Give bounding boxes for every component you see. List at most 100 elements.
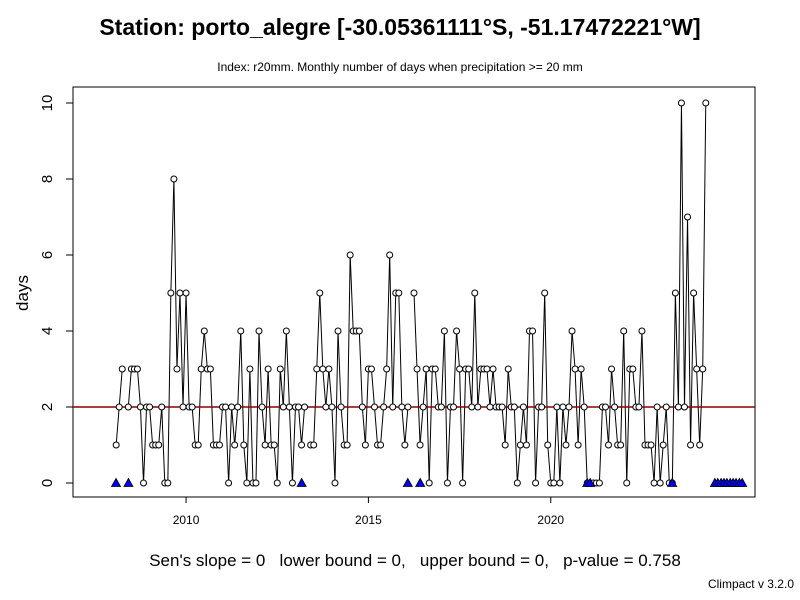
series-segment [468, 368, 473, 408]
data-point [422, 365, 430, 373]
data-point [601, 403, 609, 411]
data-point [237, 327, 245, 335]
series-segment [319, 292, 324, 370]
data-point [684, 213, 692, 221]
series-segment [228, 406, 233, 484]
missing-marker [296, 477, 307, 487]
data-point [550, 479, 558, 487]
data-point [401, 441, 409, 449]
data-point [605, 441, 613, 449]
y-tick-label: 8 [39, 175, 56, 183]
data-point [662, 403, 670, 411]
series-segment [346, 254, 351, 446]
series-segment [568, 330, 573, 408]
series-segment [139, 406, 145, 484]
series-segment [361, 406, 366, 446]
series-segment [246, 368, 251, 484]
series-segment [185, 292, 190, 408]
data-point [562, 441, 570, 449]
data-point [194, 441, 202, 449]
series-segment [544, 292, 549, 446]
series-segment [580, 368, 585, 408]
series-segment [604, 406, 610, 446]
data-point [574, 441, 582, 449]
series-segment [565, 406, 570, 446]
series-segment [143, 406, 148, 484]
series-segment [535, 406, 540, 484]
data-point [425, 479, 433, 487]
data-point [571, 365, 579, 373]
data-point [343, 441, 351, 449]
data-point [346, 251, 354, 259]
data-point [334, 327, 342, 335]
data-point [264, 365, 272, 373]
series-segment [322, 368, 327, 408]
series-segment [650, 444, 655, 484]
series-segment [234, 406, 239, 446]
series-segment [702, 102, 707, 370]
data-point [276, 365, 284, 373]
series-segment [325, 368, 330, 408]
data-point [215, 441, 223, 449]
data-point [468, 403, 476, 411]
series-segment [218, 406, 224, 446]
data-point [170, 175, 178, 183]
data-point [656, 479, 664, 487]
data-point [316, 289, 324, 297]
y-tick-label: 0 [39, 479, 56, 487]
data-point [677, 99, 685, 107]
data-point [158, 403, 166, 411]
data-point [532, 479, 540, 487]
chart-title: Station: porto_alegre [-30.05361111°S, -… [99, 14, 701, 40]
series-segment [285, 330, 290, 408]
data-point [246, 365, 254, 373]
data-point [273, 479, 281, 487]
data-point [404, 403, 412, 411]
data-point [295, 403, 303, 411]
missing-marker [110, 477, 122, 487]
series-segment [340, 406, 345, 446]
data-point [453, 327, 461, 335]
series-segment [525, 330, 530, 446]
series-segment [298, 406, 303, 446]
data-point [623, 479, 631, 487]
series-segment [611, 368, 616, 408]
series-segment [680, 102, 685, 408]
data-point [370, 403, 378, 411]
data-point [285, 403, 293, 411]
data-point [450, 403, 458, 411]
series-segment [358, 330, 363, 408]
series-segment [118, 368, 123, 408]
series-segment [419, 406, 424, 446]
data-point [437, 403, 445, 411]
series-segment [471, 292, 476, 408]
series-segment [693, 292, 698, 370]
series-segment [656, 406, 661, 484]
series-segment [513, 406, 518, 484]
data-point [510, 403, 518, 411]
series-segment [261, 406, 266, 446]
series-segment [659, 444, 664, 484]
data-point [182, 289, 190, 297]
data-point [650, 479, 658, 487]
series-segment [176, 292, 181, 370]
data-point [638, 327, 646, 335]
series-segment [182, 292, 187, 408]
data-point [556, 479, 564, 487]
series-segment [115, 406, 120, 446]
series-segment [288, 406, 293, 484]
data-point [504, 365, 512, 373]
x-tick-label: 2020 [537, 513, 564, 527]
data-point [167, 289, 175, 297]
data-point [474, 403, 482, 411]
data-point [410, 289, 418, 297]
series-segment [161, 406, 166, 484]
series-segment [413, 292, 418, 370]
data-point [699, 365, 707, 373]
data-point [519, 403, 527, 411]
series-segment [638, 330, 643, 408]
missing-marker [737, 477, 748, 487]
data-point [140, 479, 148, 487]
series-segment [671, 292, 676, 484]
series-segment [598, 406, 603, 484]
